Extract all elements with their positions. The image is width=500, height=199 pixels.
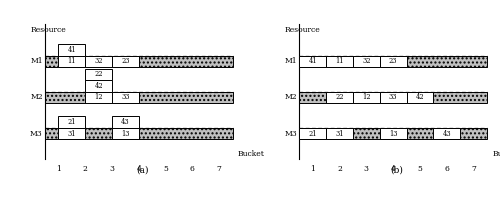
Bar [353,92,380,103]
Bar [406,92,434,103]
Bar [112,56,139,67]
Bar [58,116,85,128]
Bar [326,56,353,67]
Text: M2: M2 [284,94,297,101]
Bar [112,116,139,128]
Text: 22: 22 [94,70,103,78]
Text: M1: M1 [284,57,297,65]
Text: M3: M3 [30,130,43,138]
Text: Resource: Resource [284,26,320,34]
Text: 21: 21 [68,118,76,126]
Text: 32: 32 [362,57,370,65]
Text: 31: 31 [68,130,76,138]
Bar [85,69,112,80]
Text: 42: 42 [94,82,103,90]
Text: 23: 23 [121,57,130,65]
Text: 41: 41 [308,57,317,65]
Text: M3: M3 [284,130,297,138]
Bar [326,128,353,139]
Bar [300,56,487,67]
Bar [380,92,406,103]
Text: Bucket: Bucket [238,150,265,158]
Text: 23: 23 [389,57,398,65]
Text: Resource: Resource [30,26,66,34]
Bar [300,56,326,67]
Text: M2: M2 [30,94,43,101]
Bar [58,128,85,139]
Bar [45,128,232,139]
Text: Bucket: Bucket [492,150,500,158]
Bar [380,128,406,139]
Bar [300,92,487,103]
Bar [85,92,112,103]
Text: 22: 22 [336,94,344,101]
Text: 11: 11 [68,57,76,65]
Text: 11: 11 [336,57,344,65]
Bar [434,128,460,139]
Text: M1: M1 [30,57,43,65]
Text: (b): (b) [390,166,404,175]
Bar [45,56,232,67]
Bar [112,128,139,139]
Bar [300,128,326,139]
Bar [85,80,112,92]
Text: 31: 31 [336,130,344,138]
Text: 43: 43 [121,118,130,126]
Bar [326,92,353,103]
Text: 33: 33 [389,94,398,101]
Text: 21: 21 [308,130,317,138]
Text: (a): (a) [136,166,149,175]
Text: 41: 41 [68,46,76,54]
Bar [380,56,406,67]
Text: 13: 13 [121,130,130,138]
Bar [112,92,139,103]
Text: 12: 12 [94,94,103,101]
Bar [58,44,85,56]
Bar [300,128,487,139]
Text: 42: 42 [416,94,424,101]
Text: 33: 33 [121,94,130,101]
Text: 13: 13 [389,130,398,138]
Text: 43: 43 [442,130,451,138]
Text: 12: 12 [362,94,370,101]
Bar [353,56,380,67]
Text: 32: 32 [94,57,103,65]
Bar [85,56,112,67]
Bar [58,56,85,67]
Bar [45,92,232,103]
